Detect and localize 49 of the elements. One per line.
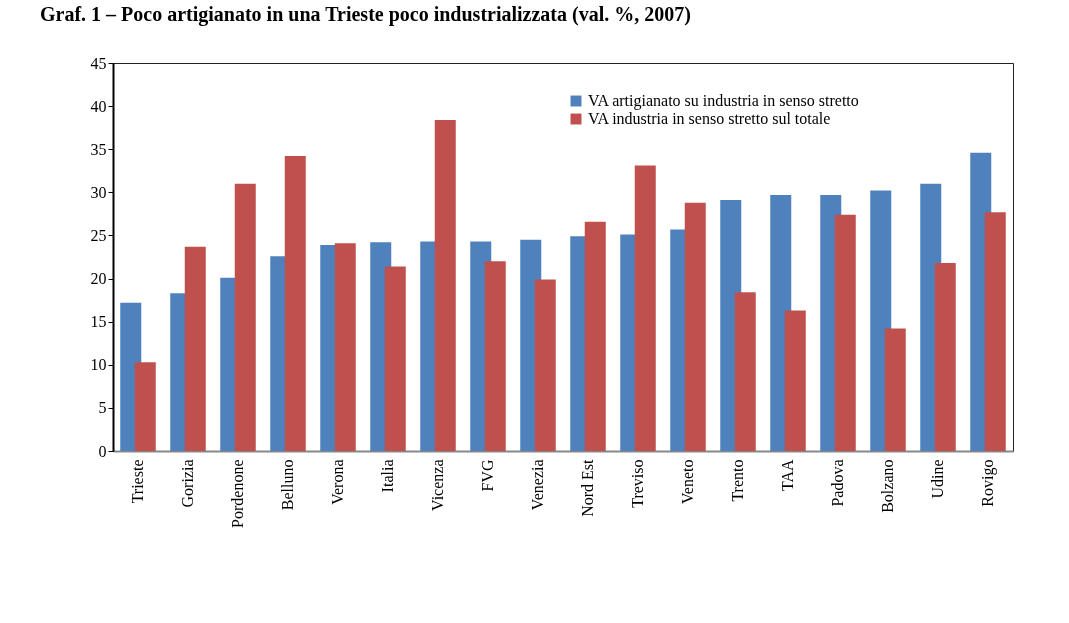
y-tick-label: 40 xyxy=(90,97,107,115)
y-tick-label: 0 xyxy=(98,442,107,460)
bar xyxy=(734,292,756,451)
bar xyxy=(684,202,706,451)
bar xyxy=(434,119,456,451)
bar xyxy=(184,246,206,451)
x-tick-label: Veneto xyxy=(679,459,696,504)
x-tick-label: Italia xyxy=(379,459,396,493)
legend-label: VA artigianato su industria in senso stretto xyxy=(588,92,859,110)
bar xyxy=(534,279,556,451)
x-tick-label: Nord Est xyxy=(579,458,596,517)
bar xyxy=(884,328,906,451)
y-tick-label: 5 xyxy=(98,399,107,417)
x-tick-label: Belluno xyxy=(279,459,296,511)
bar xyxy=(284,156,306,451)
bar xyxy=(484,261,506,451)
x-tick-label: Vicenza xyxy=(429,459,446,511)
y-tick-label: 45 xyxy=(90,54,107,72)
x-tick-label: TAA xyxy=(779,459,796,492)
bar xyxy=(334,243,356,451)
x-tick-label: Rovigo xyxy=(979,459,997,507)
y-tick-label: 35 xyxy=(90,140,107,158)
bar xyxy=(834,214,856,451)
bar xyxy=(134,362,156,451)
bar xyxy=(584,221,606,451)
x-tick-label: Trieste xyxy=(129,459,146,504)
bar xyxy=(984,212,1006,451)
bar xyxy=(634,165,656,451)
bar xyxy=(934,263,956,451)
x-tick-label: Trento xyxy=(729,459,746,502)
x-tick-label: Verona xyxy=(329,459,346,505)
y-tick-label: 25 xyxy=(90,226,107,244)
x-tick-label: Padova xyxy=(829,459,846,507)
x-tick-label: Udine xyxy=(929,459,946,499)
x-tick-label: Bolzano xyxy=(879,459,896,513)
y-tick-label: 10 xyxy=(90,356,107,374)
x-tick-label: Gorizia xyxy=(179,459,196,508)
x-tick-label: Venezia xyxy=(529,459,546,511)
bar xyxy=(784,310,806,451)
bar xyxy=(234,183,256,451)
x-tick-label: FVG xyxy=(479,459,496,492)
bar xyxy=(384,266,406,451)
y-tick-label: 15 xyxy=(90,313,107,331)
chart-title: Graf. 1 – Poco artigianato in una Trieste poco industrializzata (val. %, 2007) xyxy=(40,3,691,26)
x-tick-label: Treviso xyxy=(629,459,646,508)
x-tick-label: Pordenone xyxy=(229,459,246,528)
y-tick-label: 20 xyxy=(90,270,107,288)
y-tick-label: 30 xyxy=(90,183,107,201)
legend-label: VA industria in senso stretto sul totale xyxy=(588,110,831,127)
